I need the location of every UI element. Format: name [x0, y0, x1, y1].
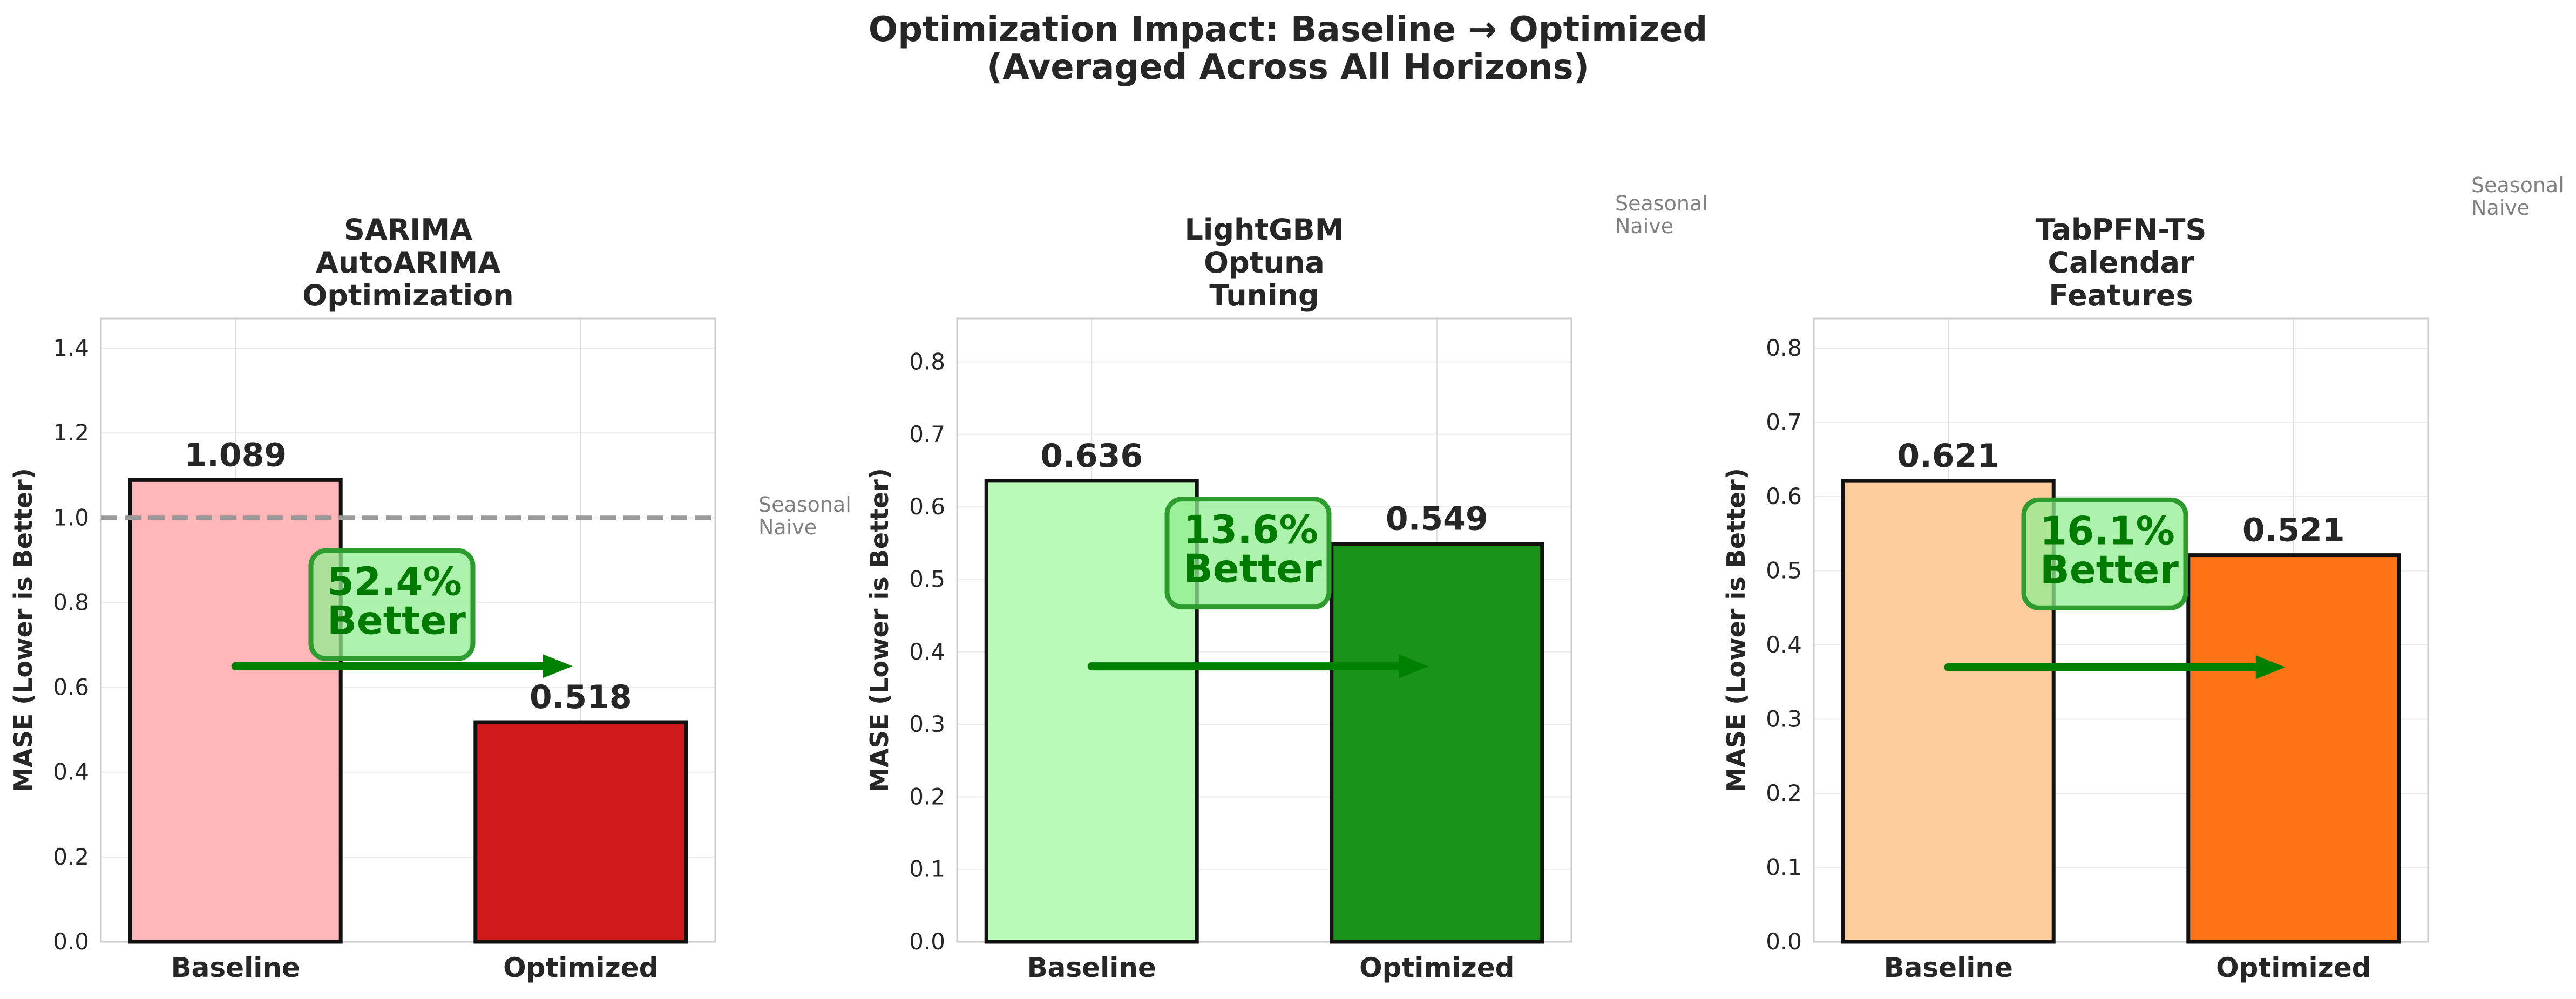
panel-title-line: TabPFN-TS: [2036, 213, 2207, 247]
y-tick-label: 1.4: [53, 335, 89, 361]
arrow-head: [2255, 655, 2286, 679]
improvement-text: 16.1%: [2040, 508, 2175, 553]
panel-title-line: SARIMA: [344, 213, 472, 247]
bar-value-label: 0.621: [1897, 437, 1999, 475]
improvement-text: Better: [2040, 547, 2179, 592]
bar-value-label: 0.549: [1386, 500, 1488, 538]
panel-title-line: Calendar: [2048, 246, 2194, 280]
bar-value-label: 1.089: [184, 436, 287, 474]
figure-title: Optimization Impact: Baseline → Optimize…: [869, 10, 1707, 87]
y-axis-label: MASE (Lower is Better): [865, 468, 894, 792]
arrow-head: [543, 654, 573, 678]
y-tick-label: 0.1: [909, 856, 945, 882]
y-tick-label: 0.8: [1766, 335, 1802, 361]
panel-title-line: Tuning: [1209, 278, 1319, 312]
x-tick-label: Baseline: [1884, 952, 2013, 983]
bar-optimized: [473, 720, 688, 944]
improvement-box: [1164, 497, 1332, 610]
y-tick-label: 0.1: [1766, 854, 1802, 881]
y-axis-label: MASE (Lower is Better): [1721, 468, 1751, 792]
improvement-text: Better: [327, 597, 466, 643]
seasonal-naive-label: Seasonal: [1615, 192, 1708, 215]
y-tick-label: 0.7: [1766, 409, 1802, 436]
y-tick-label: 0.3: [1766, 706, 1802, 732]
bar-optimized: [2186, 553, 2401, 944]
y-tick-label: 0.8: [53, 589, 89, 615]
x-tick-label: Baseline: [171, 952, 300, 983]
x-tick-label: Optimized: [1359, 952, 1514, 983]
y-tick-label: 0.0: [909, 928, 945, 955]
x-tick-label: Baseline: [1027, 952, 1156, 983]
arrow-head: [1399, 654, 1429, 678]
y-tick-label: 0.4: [909, 638, 945, 665]
improvement-box: [2021, 497, 2188, 610]
improvement-text: Better: [1183, 546, 1322, 592]
y-tick-label: 0.2: [909, 783, 945, 810]
y-tick-label: 0.2: [1766, 780, 1802, 806]
axes-frame: [100, 317, 716, 943]
improvement-text: 52.4%: [327, 559, 462, 604]
bar-optimized: [1330, 542, 1544, 944]
bar-baseline: [128, 478, 343, 944]
bar-value-label: 0.518: [530, 678, 632, 716]
x-tick-label: Optimized: [503, 952, 658, 983]
axes-frame: [956, 317, 1572, 943]
y-tick-label: 0.3: [909, 711, 945, 737]
y-tick-label: 0.6: [1766, 483, 1802, 509]
y-tick-label: 1.0: [53, 504, 89, 531]
seasonal-naive-label: Naive: [1615, 214, 1673, 238]
y-tick-label: 1.2: [53, 419, 89, 446]
y-tick-label: 0.5: [1766, 558, 1802, 584]
y-tick-label: 0.0: [53, 928, 89, 955]
seasonal-naive-label: Seasonal: [2471, 173, 2564, 197]
y-tick-label: 0.6: [53, 674, 89, 701]
bar-baseline: [984, 479, 1199, 944]
bar-baseline: [1841, 479, 2056, 944]
y-tick-label: 0.0: [1766, 928, 1802, 955]
panel-title-line: Optimization: [302, 278, 513, 312]
y-tick-label: 0.2: [53, 844, 89, 870]
y-axis-label: MASE (Lower is Better): [9, 468, 38, 792]
axes-frame: [1813, 317, 2429, 943]
improvement-box: [308, 548, 476, 661]
y-tick-label: 0.7: [909, 421, 945, 447]
panel-title-line: LightGBM: [1184, 213, 1344, 247]
seasonal-naive-label: Naive: [758, 515, 817, 539]
figure-title-line-1: Optimization Impact: Baseline → Optimize…: [869, 10, 1707, 50]
panel-title-line: Optuna: [1204, 246, 1325, 280]
y-tick-label: 0.8: [909, 349, 945, 375]
x-tick-label: Optimized: [2216, 952, 2371, 983]
y-tick-label: 0.6: [909, 493, 945, 520]
figure-title-line-2: (Averaged Across All Horizons): [987, 47, 1589, 87]
y-tick-label: 0.4: [53, 759, 89, 785]
panel-title-line: AutoARIMA: [316, 246, 500, 280]
bar-value-label: 0.636: [1040, 437, 1143, 475]
seasonal-naive-label: Naive: [2471, 196, 2530, 220]
y-tick-label: 0.5: [909, 566, 945, 592]
y-tick-label: 0.4: [1766, 631, 1802, 658]
seasonal-naive-label: Seasonal: [758, 493, 851, 517]
improvement-text: 13.6%: [1183, 507, 1318, 553]
bar-value-label: 0.521: [2242, 512, 2345, 549]
panel-title-line: Features: [2049, 278, 2193, 312]
